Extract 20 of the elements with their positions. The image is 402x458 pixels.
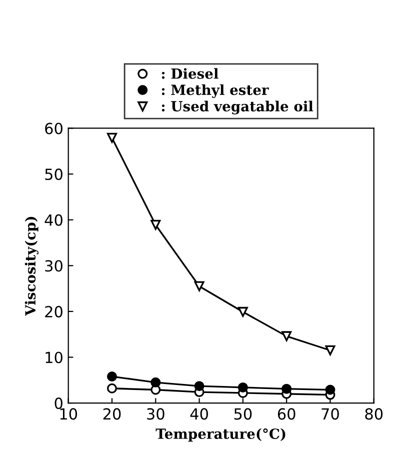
y-axis-title: Viscosity(cp) xyxy=(24,216,38,316)
y-tick-label: 20 xyxy=(45,306,62,318)
x-tick-label: 60 xyxy=(278,408,296,420)
x-tick-label: 10 xyxy=(60,408,78,420)
x-tick-label: 80 xyxy=(365,408,383,420)
y-tick-label: 0 xyxy=(54,398,62,410)
legend-label: : Methyl ester xyxy=(162,84,269,98)
x-tick-label: 50 xyxy=(234,408,252,420)
x-tick-label: 40 xyxy=(190,408,208,420)
y-tick-label: 40 xyxy=(44,214,62,226)
legend-label: : Used vegatable oil xyxy=(162,100,314,114)
y-tick-label: 60 xyxy=(45,122,62,134)
x-tick-label: 20 xyxy=(103,408,121,420)
x-tick-label: 30 xyxy=(147,408,164,420)
y-tick-label: 50 xyxy=(45,168,62,180)
x-axis-title: Temperature(°C) xyxy=(156,428,286,442)
y-tick-label: 30 xyxy=(45,260,62,272)
legend-label: : Diesel xyxy=(162,68,218,79)
x-tick-label: 70 xyxy=(322,408,339,420)
y-tick-label: 10 xyxy=(46,352,62,364)
